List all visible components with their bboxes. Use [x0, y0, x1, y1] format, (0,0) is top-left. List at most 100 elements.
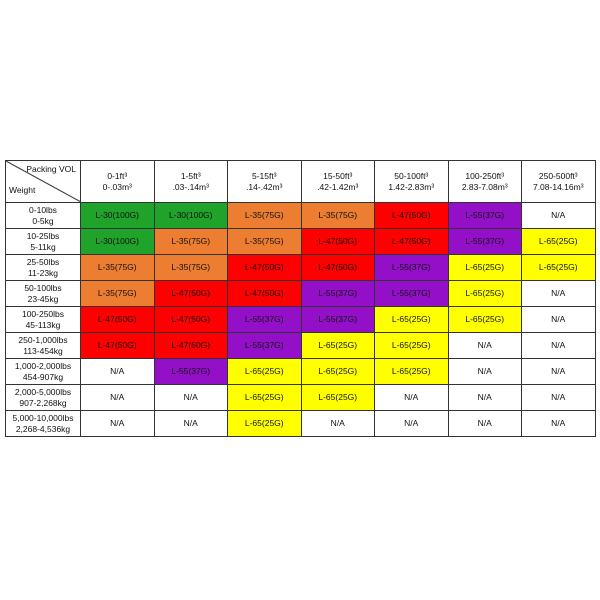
- table-cell: L-65(25G): [227, 358, 302, 385]
- table-cell: L-47(50G): [374, 202, 449, 229]
- row-header: 1,000-2,000lbs 454-907kg: [5, 358, 81, 385]
- table-cell: L-55(37G): [374, 254, 449, 281]
- table-cell: L-65(25G): [521, 254, 596, 281]
- table-cell: L-65(25G): [447, 306, 522, 333]
- table-cell: L-55(37G): [227, 306, 302, 333]
- column-header-line: 100-250ft³: [465, 170, 505, 181]
- table-row: 25-50lbs 11-23kg L-35(75G) L-35(75G) L-47(50…: [5, 254, 596, 281]
- diagonal: [6, 161, 80, 202]
- row-header-line: 25-50lbs: [26, 256, 60, 267]
- column-header-line: 7.08-14.16m³: [532, 181, 584, 192]
- row-header: 10-25lbs 5-11kg: [5, 228, 81, 255]
- table-cell: N/A: [447, 384, 522, 411]
- table-row: 50-100lbs 23-45kg L-35(75G) L-47(50G) L-47(5…: [5, 280, 596, 307]
- column-header-line: 2.83-7.08m³: [461, 181, 508, 192]
- table-row: 250-1,000lbs 113-454kg L-47(50G) L-47(50G) L…: [5, 332, 596, 359]
- column-header-line: 50-100ft³: [394, 170, 429, 181]
- row-header-line: 11-23kg: [27, 267, 59, 278]
- table-row: 2,000-5,000lbs 907-2,268kg N/A N/A L-65(25G)…: [5, 384, 596, 411]
- table-cell: L-55(37G): [153, 358, 228, 385]
- header-row: Packing VOL Weight 0-1ft³ 0-.03m³ 1-5ft³ .0…: [5, 160, 596, 203]
- packing-table: Packing VOL Weight 0-1ft³ 0-.03m³ 1-5ft³ .0…: [5, 160, 596, 437]
- table-cell: L-65(25G): [227, 384, 302, 411]
- row-header-line: 454-907kg: [22, 371, 64, 382]
- table-cell: L-35(75G): [80, 254, 155, 281]
- table-cell: N/A: [521, 332, 596, 359]
- column-header-line: 5-15ft³: [251, 170, 277, 181]
- table-cell: L-47(50G): [227, 280, 302, 307]
- table-cell: L-30(100G): [80, 228, 155, 255]
- column-header: 5-15ft³ .14-.42m³: [227, 160, 302, 203]
- table-cell: L-65(25G): [300, 358, 375, 385]
- table-cell: N/A: [521, 410, 596, 437]
- table-cell: N/A: [300, 410, 375, 437]
- table-cell: L-55(37G): [374, 280, 449, 307]
- table-cell: N/A: [521, 358, 596, 385]
- table-cell: L-47(50G): [153, 332, 228, 359]
- row-header-line: 907-2,268kg: [19, 397, 67, 408]
- table-row: 10-25lbs 5-11kg L-30(100G) L-35(75G) L-35(75…: [5, 228, 596, 255]
- row-header: 5,000-10,000lbs 2,268-4,536kg: [5, 410, 81, 437]
- row-header-line: 2,268-4,536kg: [15, 423, 71, 434]
- table-cell: L-65(25G): [227, 410, 302, 437]
- table-cell: L-65(25G): [521, 228, 596, 255]
- column-header-line: .03-.14m³: [172, 181, 209, 192]
- table-row: 5,000-10,000lbs 2,268-4,536kg N/A N/A L-65(2…: [5, 410, 596, 437]
- table-cell: L-35(75G): [80, 280, 155, 307]
- table-cell: L-65(25G): [300, 332, 375, 359]
- column-header: 250-500ft³ 7.08-14.16m³: [521, 160, 596, 203]
- row-header-line: 45-113kg: [25, 319, 61, 330]
- table-cell: L-47(50G): [80, 306, 155, 333]
- table-cell: N/A: [521, 202, 596, 229]
- column-header: 100-250ft³ 2.83-7.08m³: [447, 160, 522, 203]
- table-cell: L-55(37G): [227, 332, 302, 359]
- row-header: 2,000-5,000lbs 907-2,268kg: [5, 384, 81, 411]
- row-header-line: 250-1,000lbs: [18, 334, 68, 345]
- row-axis-label: Weight: [9, 185, 36, 195]
- row-header-line: 23-45kg: [27, 293, 59, 304]
- row-header: 100-250lbs 45-113kg: [5, 306, 81, 333]
- table-cell: L-65(25G): [374, 332, 449, 359]
- row-header-line: 100-250lbs: [21, 308, 65, 319]
- table-cell: L-65(25G): [374, 358, 449, 385]
- table-cell: L-65(25G): [374, 306, 449, 333]
- table-cell: N/A: [521, 306, 596, 333]
- table-cell: N/A: [80, 384, 155, 411]
- table-cell: N/A: [521, 384, 596, 411]
- column-header: 1-5ft³ .03-.14m³: [153, 160, 228, 203]
- row-header-line: 50-100lbs: [24, 282, 62, 293]
- row-header-line: 5,000-10,000lbs: [12, 412, 74, 423]
- table-cell: N/A: [80, 358, 155, 385]
- table-cell: L-55(37G): [300, 306, 375, 333]
- column-header-line: 0-.03m³: [102, 181, 132, 192]
- table-cell: N/A: [80, 410, 155, 437]
- table-row: 0-10lbs 0-5kg L-30(100G) L-30(100G) L-35(75G…: [5, 202, 596, 229]
- table-cell: N/A: [521, 280, 596, 307]
- table-cell: N/A: [374, 384, 449, 411]
- table-cell: L-47(50G): [153, 280, 228, 307]
- row-header: 25-50lbs 11-23kg: [5, 254, 81, 281]
- column-header-line: 15-50ft³: [323, 170, 353, 181]
- table-cell: L-55(37G): [447, 228, 522, 255]
- row-header-line: 2,000-5,000lbs: [14, 386, 72, 397]
- row-header: 0-10lbs 0-5kg: [5, 202, 81, 229]
- table-cell: L-47(50G): [300, 254, 375, 281]
- row-header-line: 0-5kg: [32, 215, 54, 226]
- column-header-line: 250-500ft³: [538, 170, 578, 181]
- table-cell: N/A: [153, 410, 228, 437]
- table-cell: L-30(100G): [153, 202, 228, 229]
- row-header-line: 113-454kg: [23, 345, 63, 356]
- row-header: 50-100lbs 23-45kg: [5, 280, 81, 307]
- table-cell: L-65(25G): [300, 384, 375, 411]
- column-header-line: .42-1.42m³: [317, 181, 359, 192]
- table-cell: L-65(25G): [447, 280, 522, 307]
- table-row: 1,000-2,000lbs 454-907kg N/A L-55(37G) L-65(…: [5, 358, 596, 385]
- row-header: 250-1,000lbs 113-454kg: [5, 332, 81, 359]
- column-header-line: 0-1ft³: [107, 170, 128, 181]
- table-cell: L-47(50G): [153, 306, 228, 333]
- table-cell: L-35(75G): [227, 202, 302, 229]
- column-header-line: 1-5ft³: [180, 170, 201, 181]
- table-cell: N/A: [153, 384, 228, 411]
- column-header: 0-1ft³ 0-.03m³: [80, 160, 155, 203]
